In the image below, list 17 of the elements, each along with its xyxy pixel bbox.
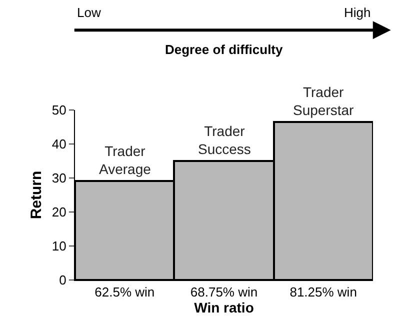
x-tick-label: 81.25% win bbox=[290, 284, 357, 300]
y-tick-label: 10 bbox=[52, 238, 66, 254]
x-axis-title: Win ratio bbox=[194, 300, 254, 316]
text: High bbox=[344, 5, 371, 20]
annotation: Trader Success bbox=[198, 123, 251, 158]
y-axis-title: Return bbox=[28, 170, 46, 220]
y-tick-label: 30 bbox=[52, 170, 66, 186]
x-tick-label: 68.75% win bbox=[190, 284, 258, 300]
annotation: Trader Average bbox=[99, 143, 152, 178]
y-tick-label: 0 bbox=[59, 272, 66, 288]
y-tick-label: 50 bbox=[52, 102, 66, 118]
text: Degree of difficulty bbox=[165, 42, 284, 57]
annotation: Trader Superstar bbox=[293, 84, 354, 118]
y-tick-label: 20 bbox=[52, 204, 66, 220]
text: Low bbox=[77, 5, 102, 20]
x-tick-label: 62.5% win bbox=[94, 284, 155, 300]
y-tick-label: 40 bbox=[52, 136, 66, 152]
